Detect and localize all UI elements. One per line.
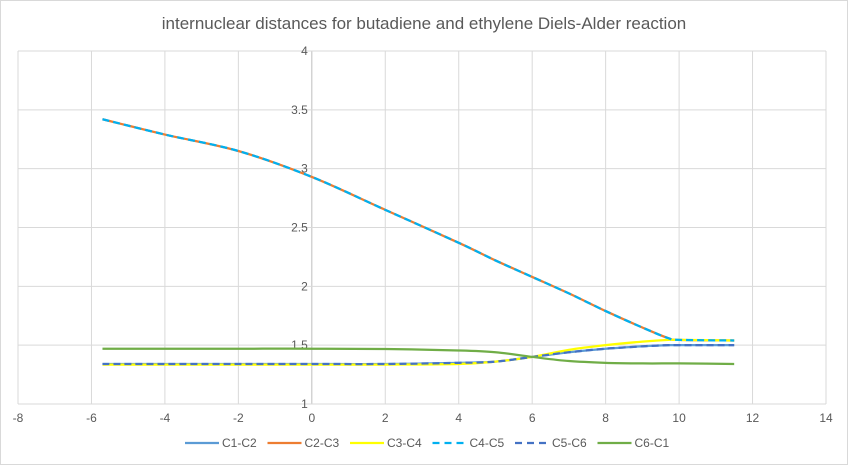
x-tick-label: 2: [382, 411, 389, 425]
legend: C1-C2 C2-C3 C3-C4 C4-C5 C5-C6 C6-C1: [185, 436, 670, 450]
x-tick-label: 10: [672, 411, 686, 425]
series-line-c2-c3: [102, 118, 735, 342]
x-tick-label: 8: [602, 411, 609, 425]
legend-label: C1-C2: [222, 436, 257, 450]
y-tick-label: 4: [301, 44, 308, 58]
y-tick-label: 2.5: [291, 221, 308, 235]
x-tick-label: 14: [819, 411, 833, 425]
series-lines: [102, 118, 735, 366]
x-tick-label: 4: [455, 411, 462, 425]
axes: -8 -6 -4 -2 0 2 4 6 8 10 12 14 1 1.5 2 2.5 3 3.5 4: [13, 44, 833, 425]
legend-label: C3-C4: [387, 436, 422, 450]
legend-label: C4-C5: [470, 436, 505, 450]
legend-label: C2-C3: [305, 436, 340, 450]
x-tick-label: 0: [308, 411, 315, 425]
x-tick-label: 6: [529, 411, 536, 425]
series-line-c5-c6: [102, 343, 735, 366]
series-line-c6-c1: [102, 347, 735, 366]
chart-title: internuclear distances for butadiene and…: [162, 14, 686, 33]
x-tick-label: -2: [233, 411, 244, 425]
y-tick-label: 3.5: [291, 103, 308, 117]
series-line-c3-c4: [102, 338, 735, 366]
x-tick-label: 12: [746, 411, 760, 425]
y-tick-label: 1: [301, 397, 308, 411]
legend-label: C5-C6: [552, 436, 587, 450]
y-tick-label: 2: [301, 279, 308, 293]
x-tick-label: -8: [13, 411, 24, 425]
x-tick-label: -6: [86, 411, 97, 425]
series-line-c4-c5: [102, 118, 735, 342]
y-tick-label: 3: [301, 162, 308, 176]
legend-label: C6-C1: [635, 436, 670, 450]
y-tick-label: 1.5: [291, 338, 308, 352]
x-tick-label: -4: [160, 411, 171, 425]
